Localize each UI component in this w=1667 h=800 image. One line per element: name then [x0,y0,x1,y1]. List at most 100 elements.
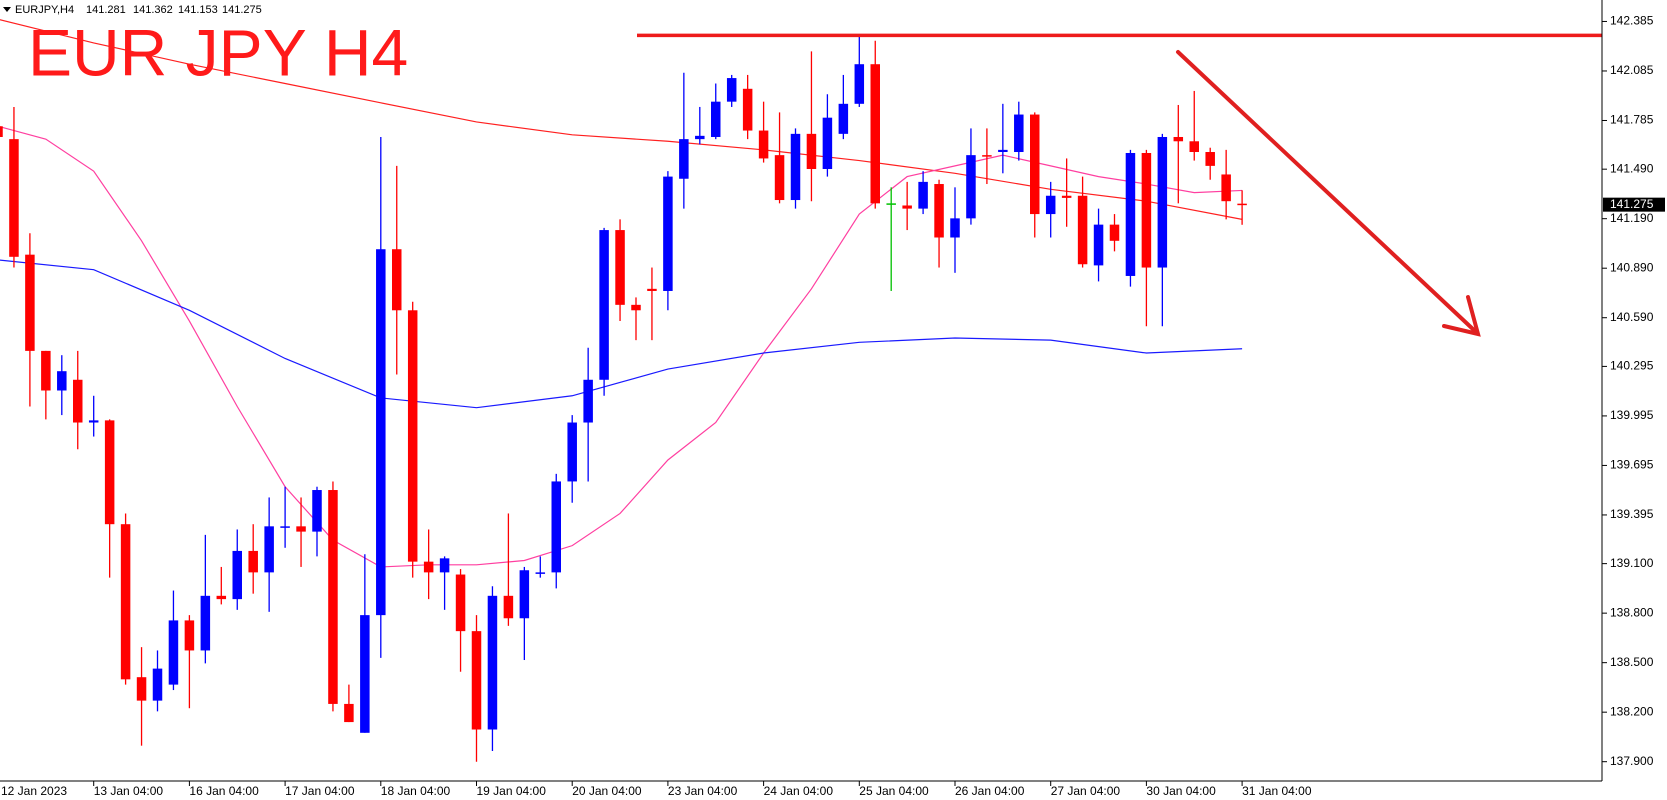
candle-body [184,620,195,651]
candle-body [296,526,306,532]
candle-body [503,595,514,619]
arrow-head [1442,295,1481,337]
candle-body [982,155,992,157]
price-tag-label: 141.275 [1610,197,1654,211]
candle-body [88,420,99,423]
candle-body [838,103,849,134]
candle-body [1045,195,1056,215]
candle-body [487,595,498,730]
candle-body [264,526,274,573]
candle-body [25,254,35,351]
candle-body [200,595,211,651]
candle-body [934,184,944,238]
y-tick-label: 138.200 [1610,704,1654,718]
candle-body [1109,224,1120,241]
candle-body [583,379,593,423]
candle-body [1030,114,1040,215]
x-tick-label: 31 Jan 04:00 [1242,784,1312,798]
header-high: 141.362 [133,4,173,16]
candle-body [136,677,147,701]
candle-body [9,139,19,257]
x-tick-label: 16 Jan 04:00 [189,784,259,798]
candle-body [407,310,418,562]
candle-body [535,572,546,574]
candle-body [1125,152,1136,276]
candle-body [1014,114,1024,153]
y-tick-label: 141.190 [1610,211,1654,225]
candle-body [1205,152,1215,166]
candle-body [471,631,482,730]
y-tick-label: 139.995 [1610,408,1654,422]
candle-body [376,249,386,616]
x-tick-label: 25 Jan 04:00 [859,784,929,798]
x-tick-label: 19 Jan 04:00 [477,784,547,798]
y-tick-label: 141.785 [1610,113,1654,127]
candle-body [280,526,290,528]
candle-body [615,230,625,305]
candle-body [519,570,530,619]
x-tick-label: 30 Jan 04:00 [1146,784,1216,798]
symbol: EURJPY,H4 [15,4,74,16]
y-tick-label: 139.395 [1610,507,1654,521]
candle-body [742,88,753,131]
candle-body [360,615,370,733]
candle-body [998,149,1008,153]
candle-body [1061,195,1072,198]
x-tick-label: 27 Jan 04:00 [1051,784,1121,798]
price-tag-box [1603,197,1665,212]
candle-body [1237,203,1247,206]
arrow-shaft [1176,50,1478,334]
candle-body [726,78,737,102]
trend-arrow [1176,50,1481,337]
candle-body [1141,152,1152,268]
header-low: 141.153 [178,4,218,16]
candle-body [57,371,67,391]
candle-body [663,176,673,291]
candle-body [1157,136,1168,268]
header-open: 141.281 [86,4,126,16]
candle-body [950,218,960,238]
plot-area [0,19,1602,762]
candle-body [902,205,912,209]
y-tick-label: 138.800 [1610,605,1654,619]
candle-body [551,481,561,573]
candle-body [822,117,833,170]
candle-body [41,350,51,391]
candle-body [599,230,609,380]
candle-body [168,620,179,685]
candle-body [679,139,689,179]
x-tick-label: 18 Jan 04:00 [381,784,451,798]
candle-body [0,126,3,137]
candle-body [966,155,976,219]
candle-body [774,155,785,201]
y-tick-label: 142.385 [1610,14,1654,28]
candle-body [73,379,83,423]
candle-body [216,595,227,600]
chart-title: EUR JPY H4 [28,15,408,89]
candle-body [328,490,338,704]
candle-body [1173,136,1184,142]
candle-body [120,524,131,680]
candle-body [248,550,258,573]
candle-body [758,130,769,159]
candle-body [854,64,865,104]
candle-body [104,420,115,525]
candle-body [312,490,322,532]
y-tick-label: 142.085 [1610,63,1654,77]
y-tick-label: 140.295 [1610,359,1654,373]
candle-body [1221,174,1231,202]
y-tick-label: 137.900 [1610,754,1654,768]
header-close: 141.275 [222,4,262,16]
candle-body [886,203,896,205]
candle-body [392,249,402,311]
candle-body [918,181,928,209]
y-tick-label: 140.890 [1610,260,1654,274]
candle-body [711,101,721,137]
x-tick-label: 13 Jan 04:00 [94,784,164,798]
x-tick-label: 23 Jan 04:00 [668,784,738,798]
y-tick-label: 141.490 [1610,161,1654,175]
candle-body [567,422,577,482]
candle-body [1093,224,1104,266]
